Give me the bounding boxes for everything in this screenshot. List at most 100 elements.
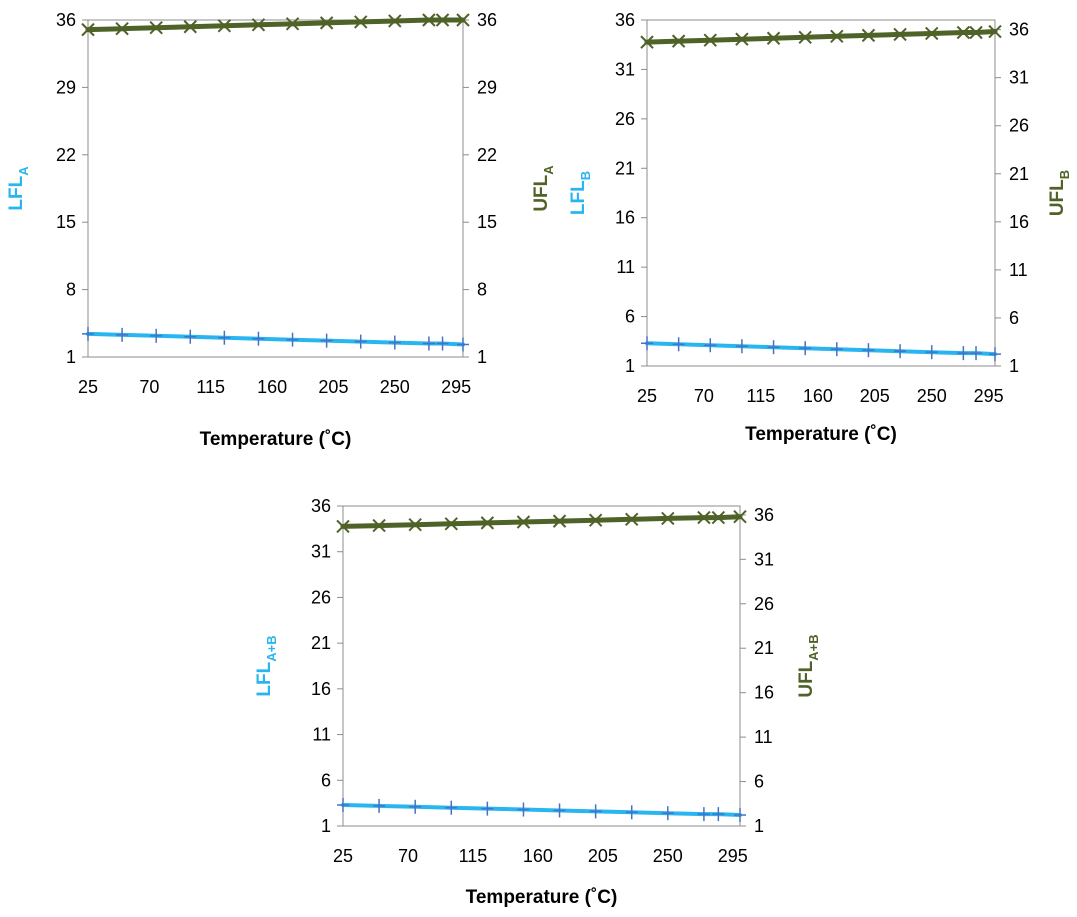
data-point [671,34,686,48]
x-tick-label: 205 [318,377,348,397]
series-line [341,803,742,817]
data-point [82,326,94,341]
data-point [988,24,1002,39]
x-tick-label: 70 [139,377,159,397]
series-lfl [641,336,1001,362]
data-point-b [969,25,983,40]
data-point [925,345,938,360]
y-left-title: LFLA+B [254,635,279,696]
data-point-b [735,32,749,46]
data-point [862,343,875,358]
right-tick-label: 31 [1009,68,1029,88]
data-point [354,334,367,349]
data-point [319,16,334,30]
data-point [150,328,163,343]
data-point [733,509,747,524]
data-point [957,346,970,361]
x-tick-label: 160 [523,846,553,866]
data-point [640,35,654,49]
x-tick-label: 70 [694,386,714,406]
data-point-b [798,30,812,45]
data-point [445,800,458,815]
left-tick-label: 8 [66,280,76,300]
left-tick-label: 31 [615,59,635,79]
data-point [893,27,907,42]
data-point-b [640,35,654,49]
right-tick-label: 31 [754,549,774,569]
y-right-title-main: UFL [531,174,552,211]
y-right-title-main: UFL [1047,179,1068,216]
data-point-b [766,31,781,45]
data-point [625,512,639,527]
data-point [81,22,95,37]
data-point [408,517,422,532]
x-tick-label: 250 [653,846,683,866]
data-point-b [115,21,129,36]
data-point [767,340,780,355]
x-tick-label: 295 [718,846,748,866]
left-tick-label: 31 [311,542,331,562]
data-point [436,336,449,351]
y-right-title-sub: A [541,165,556,175]
right-tick-label: 1 [754,816,764,836]
data-point [481,801,494,816]
data-point-b [435,13,450,27]
data-point [735,32,749,46]
data-point [830,342,843,357]
data-point [697,807,710,822]
plot-area [87,19,464,358]
x-tick-label: 115 [747,386,776,406]
left-tick-label: 21 [311,633,331,653]
data-point [735,339,748,354]
data-point-b [588,513,603,527]
data-point [798,30,812,45]
data-point-b [336,519,350,534]
y-right-title-sub: A+B [806,634,821,660]
left-tick-label: 36 [615,10,635,30]
data-point [517,802,530,817]
left-tick-label: 6 [625,307,635,327]
data-point [422,13,436,27]
data-point [252,331,265,346]
x-tick-label: 25 [78,377,98,397]
x-tick-label: 295 [441,377,471,397]
left-tick-label: 1 [321,816,331,836]
right-tick-label: 21 [1009,164,1029,184]
left-tick-label: 1 [66,347,76,367]
data-point [925,26,939,41]
data-point [336,519,350,534]
left-tick-label: 29 [56,77,76,97]
data-point [672,337,685,352]
data-point [422,336,435,351]
data-point [184,329,197,344]
data-point [956,25,971,40]
data-point-b [354,15,368,29]
data-point-b [408,517,422,532]
data-point [149,20,163,35]
x-tick-label: 25 [637,386,657,406]
right-tick-label: 36 [754,505,774,525]
x-tick-label: 70 [398,846,418,866]
data-point-b [697,510,711,525]
data-point [989,347,1001,362]
data-point [285,17,300,31]
data-point [704,338,717,353]
right-tick-label: 8 [477,280,487,300]
left-tick-label: 11 [312,725,331,745]
y-left-title-main: LFL [254,661,275,696]
series-line [644,29,998,45]
data-point [435,13,450,27]
y-left-title-sub: A [16,166,31,176]
y-right-title: UFLA+B [796,634,821,697]
data-point-b [149,20,163,35]
data-point [388,14,402,28]
data-point-b [956,25,971,40]
data-point [516,515,531,529]
data-point [969,25,983,40]
data-point [251,18,266,32]
x-tick-label: 160 [803,386,833,406]
data-point-b [456,13,470,27]
data-point [116,327,129,342]
